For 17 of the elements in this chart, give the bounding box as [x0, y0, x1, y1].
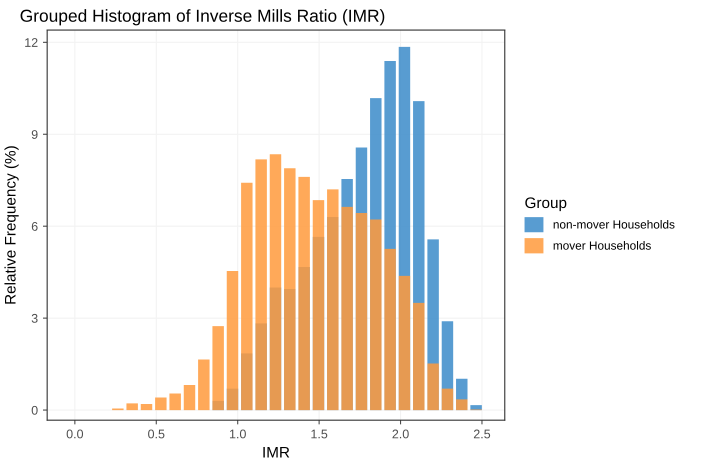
legend-title: Group	[525, 197, 566, 212]
y-tick-label: 9	[32, 130, 38, 139]
x-tick-label: 1.5	[311, 430, 328, 438]
legend-label: non-mover Households	[554, 220, 675, 229]
x-tick-label: 2.0	[392, 430, 409, 438]
x-tick-label: 0.5	[148, 430, 164, 438]
y-tick-label: 6	[32, 222, 38, 231]
x-tick-label: 0.0	[66, 430, 84, 438]
y-tick-label: 12	[25, 38, 38, 47]
y-tick-label: 3	[32, 314, 38, 323]
chart-title: Grouped Histogram of Inverse Mills Ratio (IMR)	[20, 9, 384, 26]
y-tick-label: 0	[32, 406, 38, 415]
legend-label: mover Households	[554, 241, 651, 250]
x-tick-label: 2.5	[474, 430, 490, 438]
y-axis-title: Relative Frequency (%)	[4, 146, 19, 304]
x-axis-title: IMR	[263, 446, 290, 458]
x-tick-label: 1.0	[230, 430, 246, 438]
